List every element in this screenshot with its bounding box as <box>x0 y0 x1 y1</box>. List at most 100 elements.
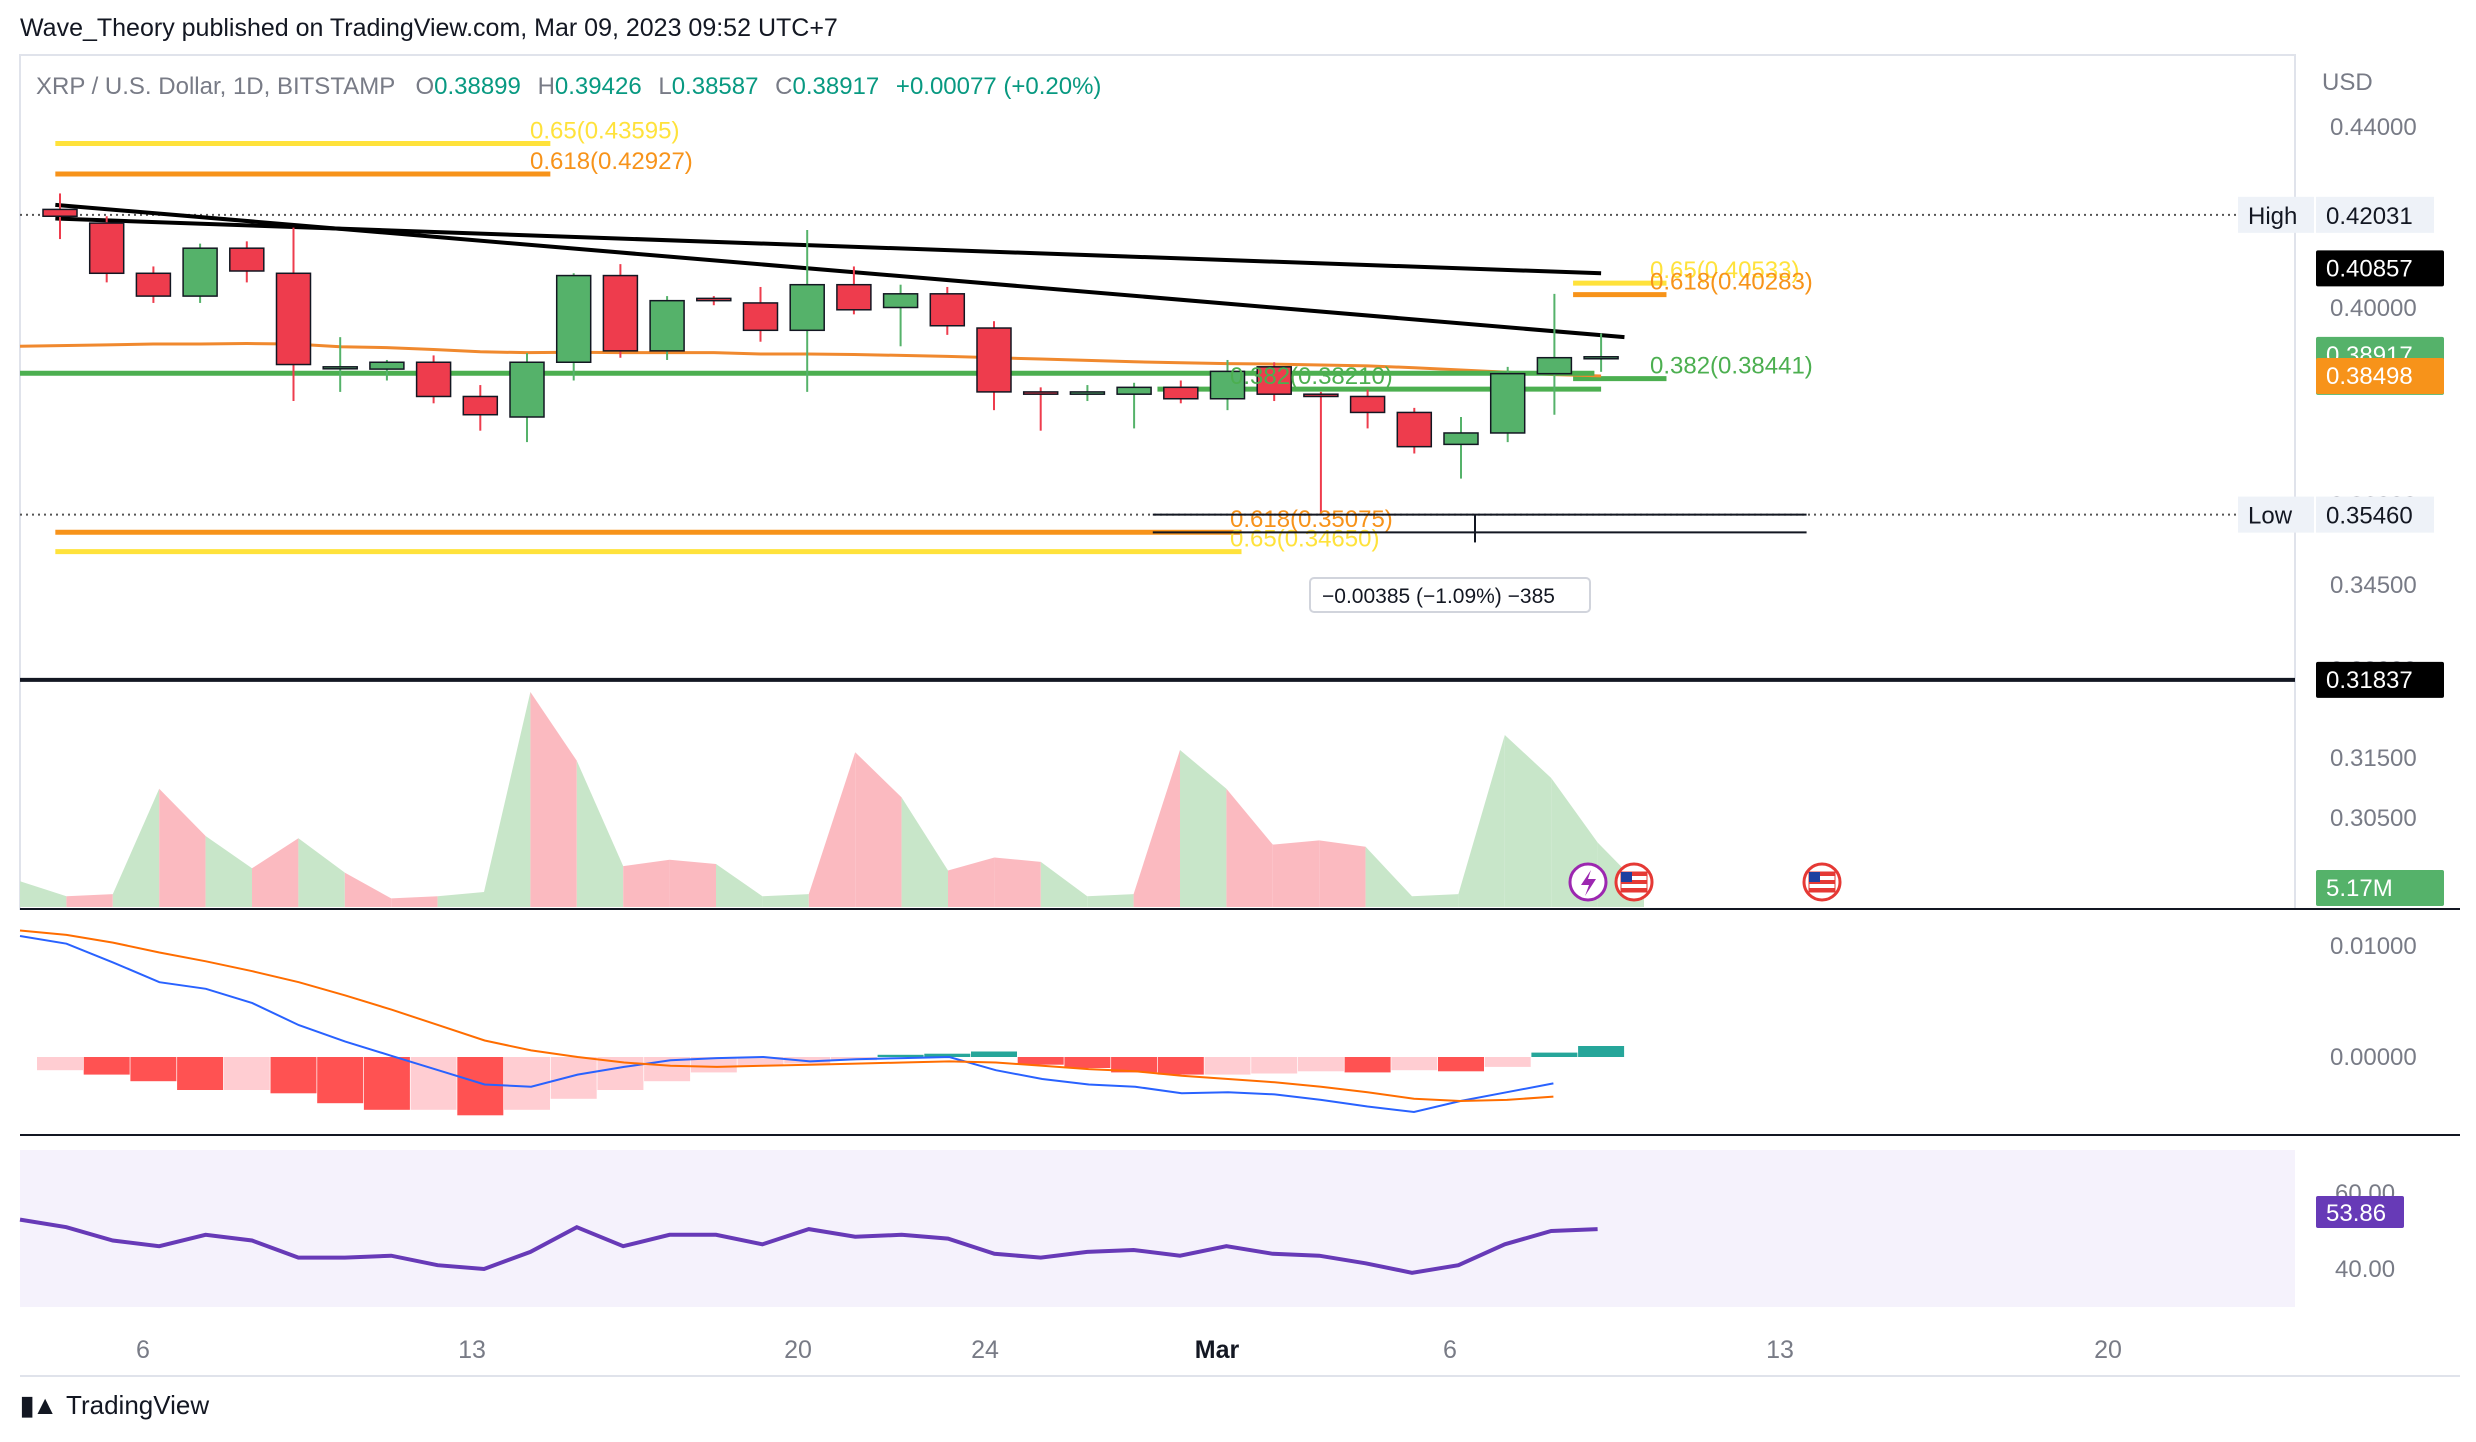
candle <box>182 243 218 303</box>
currency-label: USD <box>2322 69 2373 96</box>
macd-bar <box>410 1057 457 1110</box>
macd-bar <box>1391 1057 1438 1071</box>
volume-area <box>1040 861 1088 907</box>
price-badge <box>2316 661 2444 698</box>
macd-tick: 0.00000 <box>2330 1044 2417 1071</box>
measure-tool: −0.00385 (−1.09%) −385 <box>1152 513 1807 613</box>
us-flag-event-icon[interactable] <box>1614 862 1654 902</box>
candle <box>1209 359 1246 411</box>
event-icons[interactable] <box>1568 862 1842 902</box>
macd-bar <box>1297 1057 1344 1072</box>
tradingview-logo-icon: ▮▲ <box>20 1390 58 1420</box>
fib-label: 0.65(0.34650) <box>1230 526 1379 553</box>
fib-label: 0.382(0.38441) <box>1650 353 1813 380</box>
candle <box>509 353 545 443</box>
volume-area <box>159 788 206 907</box>
candle <box>229 241 265 283</box>
tradingview-logo[interactable]: ▮▲ TradingView <box>20 1390 209 1421</box>
volume-area <box>1504 735 1552 907</box>
price-badge-value: 0.31837 <box>2326 667 2413 694</box>
price-badge-value: 0.40857 <box>2326 255 2413 282</box>
open-label: O <box>415 73 434 100</box>
candle <box>462 385 499 431</box>
measure-label: −0.00385 (−1.09%) −385 <box>1322 585 1555 608</box>
level-tag-label: Low <box>2248 503 2293 530</box>
trendline <box>55 216 1602 276</box>
dividend-lightning-icon[interactable] <box>1568 862 1608 902</box>
candle <box>1536 293 1573 415</box>
macd-bar <box>363 1057 410 1110</box>
time-tick: 13 <box>1766 1336 1794 1364</box>
price-badge <box>2316 870 2444 906</box>
rsi-line <box>19 1217 1598 1275</box>
macd-bar <box>1578 1046 1625 1057</box>
volume-area <box>1412 894 1459 907</box>
high-label: H <box>538 73 555 100</box>
symbol-name: XRP / U.S. Dollar, 1D, BITSTAMP <box>36 73 395 100</box>
macd-bar <box>877 1054 924 1057</box>
volume-area <box>344 872 392 907</box>
candle <box>1256 362 1292 402</box>
macd-bar <box>737 1057 784 1066</box>
volume-area <box>530 692 577 907</box>
us-flag-event-icon[interactable] <box>1802 862 1842 902</box>
time-axis[interactable]: 6 13 20 24 Mar 6 13 20 <box>136 1336 2122 1364</box>
time-tick: 24 <box>971 1336 999 1364</box>
price-tick: 0.44000 <box>2330 114 2417 141</box>
price-tick: 0.30500 <box>2330 805 2417 832</box>
candle <box>789 229 825 392</box>
rsi-tick: 40.00 <box>2335 1256 2395 1283</box>
candle <box>135 266 172 303</box>
candle <box>415 355 452 404</box>
candle <box>42 193 78 240</box>
price-badge <box>2316 358 2444 395</box>
close-value: 0.38917 <box>792 73 879 100</box>
candle <box>555 273 592 381</box>
price-badge-value: 5.17M <box>2326 875 2393 902</box>
candle <box>929 286 966 335</box>
macd-bar <box>924 1053 971 1057</box>
candle <box>88 216 125 283</box>
price-badges: 0.408570.3891721:07:180.384980.318375.17… <box>2316 250 2444 1228</box>
macd-bar <box>1484 1057 1531 1067</box>
level-tag-value-bg <box>2316 196 2434 233</box>
volume-area <box>298 838 345 907</box>
publish-info: Wave_Theory published on TradingView.com… <box>20 14 838 42</box>
price-badge-value: 0.38498 <box>2326 363 2413 390</box>
candle <box>1583 333 1619 372</box>
volume-area <box>716 864 763 907</box>
level-tag <box>2238 496 2314 533</box>
volume-area <box>252 838 299 907</box>
volume-area <box>1180 750 1227 907</box>
fib-label: 0.618(0.35075) <box>1230 506 1393 533</box>
macd-bar <box>223 1057 270 1090</box>
time-tick: Mar <box>1195 1336 1240 1364</box>
macd-bar <box>1157 1057 1204 1075</box>
macd-bar <box>317 1057 364 1104</box>
macd-bar <box>1111 1057 1158 1073</box>
horizontal-levels <box>20 213 2295 682</box>
level-tag-value: 0.35460 <box>2326 503 2413 530</box>
candle <box>836 266 872 315</box>
high-value: 0.39426 <box>555 73 642 100</box>
volume-area <box>762 894 809 907</box>
macd-line <box>19 935 1554 1114</box>
macd-bar <box>1064 1057 1111 1068</box>
volume-area <box>1226 788 1273 907</box>
rsi-background <box>20 1150 2295 1307</box>
candle <box>1443 417 1479 479</box>
volume-area <box>994 857 1041 907</box>
price-axis[interactable]: USD 0.440000.400000.360000.345000.330000… <box>2238 69 2444 1283</box>
volume-area <box>66 894 113 907</box>
time-tick: 6 <box>1443 1336 1457 1364</box>
volume-area <box>1272 840 1320 907</box>
price-pane[interactable]: 0.65(0.43595) 0.618(0.42927) 0.65(0.40533)… <box>19 54 2296 910</box>
volume-pane <box>20 692 1644 907</box>
candle <box>1303 391 1339 515</box>
level-tag-label: High <box>2248 203 2297 230</box>
candle <box>369 359 405 381</box>
volume-area <box>1087 894 1134 907</box>
volume-area <box>669 859 716 907</box>
